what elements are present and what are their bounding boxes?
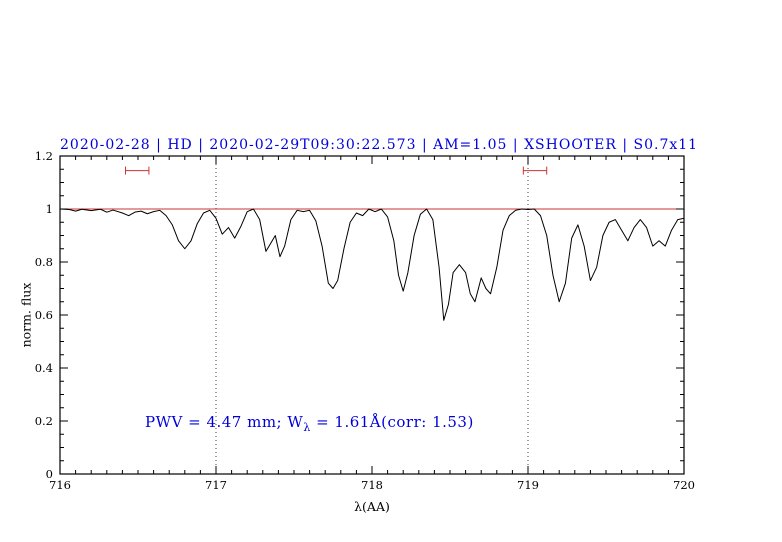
- pwv-annotation-prefix: PWV = 4.47 mm; W: [145, 413, 304, 431]
- svg-text:718: 718: [361, 478, 383, 492]
- svg-text:717: 717: [205, 478, 227, 492]
- svg-text:716: 716: [49, 478, 71, 492]
- pwv-annotation-subscript: λ: [303, 421, 311, 434]
- svg-text:720: 720: [673, 478, 695, 492]
- svg-text:719: 719: [517, 478, 539, 492]
- y-axis-label: norm. flux: [18, 282, 34, 348]
- svg-text:0.2: 0.2: [35, 414, 53, 428]
- svg-text:0.6: 0.6: [35, 308, 53, 322]
- svg-text:0.4: 0.4: [35, 361, 53, 375]
- svg-text:0: 0: [46, 467, 53, 481]
- x-axis-label: λ(AA): [354, 499, 390, 514]
- pwv-annotation-suffix: = 1.61Å(corr: 1.53): [310, 413, 474, 431]
- svg-text:0.8: 0.8: [35, 255, 53, 269]
- plot-title: 2020-02-28 | HD | 2020-02-29T09:30:22.57…: [60, 137, 699, 153]
- pwv-annotation: PWV = 4.47 mm; Wλ = 1.61Å(corr: 1.53): [145, 413, 474, 434]
- svg-text:1.2: 1.2: [35, 149, 53, 163]
- svg-text:1: 1: [46, 202, 53, 216]
